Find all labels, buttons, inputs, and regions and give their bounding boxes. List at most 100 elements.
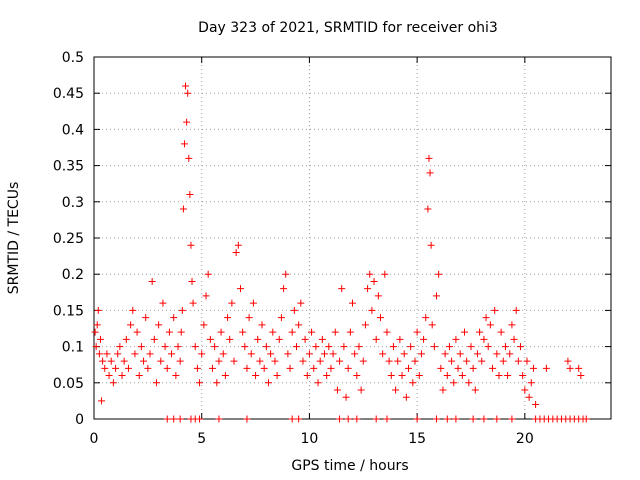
data-point [344, 415, 352, 423]
data-point [437, 364, 445, 372]
data-point [519, 372, 527, 380]
data-point [413, 328, 421, 336]
data-point [165, 328, 173, 336]
data-point [413, 415, 421, 423]
data-point [381, 270, 389, 278]
y-tick-label: 0.2 [62, 267, 84, 283]
data-point [112, 364, 120, 372]
data-point [433, 415, 441, 423]
data-point [525, 393, 533, 401]
data-point [213, 379, 221, 387]
data-point [400, 350, 408, 358]
data-point [379, 350, 387, 358]
data-point [186, 191, 194, 199]
data-point [450, 379, 458, 387]
data-point [92, 343, 100, 351]
data-point [142, 314, 150, 322]
data-point [280, 285, 288, 293]
y-tick-label: 0.45 [53, 86, 84, 102]
data-point [127, 321, 135, 329]
data-point [482, 314, 490, 322]
data-point [172, 372, 180, 380]
data-point [264, 379, 272, 387]
data-point [370, 277, 378, 285]
data-point [180, 140, 188, 148]
data-point [529, 364, 537, 372]
data-point [392, 386, 400, 394]
data-point [170, 415, 178, 423]
data-point [402, 393, 410, 401]
data-point [508, 321, 516, 329]
data-point [295, 321, 303, 329]
data-point [398, 372, 406, 380]
data-point [499, 357, 507, 365]
x-tick-label: 20 [516, 431, 534, 447]
data-point [491, 306, 499, 314]
data-point [443, 415, 451, 423]
data-point [318, 335, 326, 343]
data-point [243, 415, 251, 423]
data-point [310, 364, 318, 372]
data-point [323, 372, 331, 380]
data-point [256, 357, 264, 365]
data-point [159, 299, 167, 307]
data-point [495, 372, 503, 380]
data-point [202, 292, 210, 300]
y-tick-label: 0.35 [53, 159, 84, 175]
data-point [493, 415, 501, 423]
data-point [183, 118, 191, 126]
data-point [208, 364, 216, 372]
data-point [514, 357, 522, 365]
axis-ticks [93, 56, 611, 420]
data-point [292, 343, 300, 351]
data-point [200, 321, 208, 329]
data-point [148, 277, 156, 285]
data-point [98, 397, 106, 405]
data-point [284, 350, 292, 358]
data-point [422, 314, 430, 322]
data-point [275, 335, 283, 343]
data-point [582, 415, 590, 423]
data-point [346, 328, 354, 336]
data-point [94, 306, 102, 314]
data-point [211, 343, 219, 351]
data-point [476, 328, 484, 336]
data-point [249, 299, 257, 307]
data-point [301, 335, 309, 343]
data-point [426, 169, 434, 177]
data-point [478, 357, 486, 365]
data-point [357, 386, 365, 394]
data-point [508, 415, 516, 423]
data-point [204, 270, 212, 278]
data-point [193, 364, 201, 372]
data-point [182, 82, 190, 90]
data-point [484, 343, 492, 351]
data-point [146, 350, 154, 358]
data-point [417, 350, 425, 358]
data-point [359, 357, 367, 365]
data-point [433, 292, 441, 300]
data-point [336, 415, 344, 423]
data-point [196, 379, 204, 387]
data-point [219, 350, 227, 358]
data-point [372, 335, 380, 343]
tick-labels: 0 0.05 0.1 0.15 0.2 0.25 0.3 0.35 0.4 0.45 0.5 0 5 10… [53, 50, 534, 447]
data-point [179, 205, 187, 213]
data-point [333, 386, 341, 394]
data-point [527, 379, 535, 387]
data-point [389, 343, 397, 351]
data-point [575, 364, 583, 372]
data-point [176, 357, 184, 365]
data-point [428, 321, 436, 329]
data-point [230, 357, 238, 365]
data-point [480, 415, 488, 423]
data-point [163, 364, 171, 372]
x-axis-label: GPS time / hours [291, 458, 408, 474]
data-point [480, 335, 488, 343]
data-point [105, 372, 113, 380]
data-point [232, 248, 240, 256]
data-point [465, 379, 473, 387]
data-point [288, 415, 296, 423]
data-point [411, 357, 419, 365]
y-tick-label: 0.3 [62, 195, 84, 211]
